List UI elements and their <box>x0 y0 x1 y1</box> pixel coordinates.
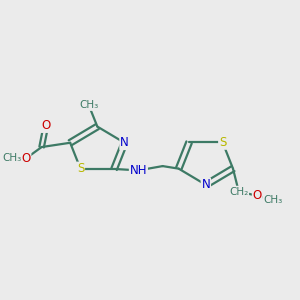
Text: O: O <box>253 189 262 202</box>
Text: S: S <box>219 136 226 149</box>
Text: S: S <box>77 162 84 176</box>
Text: CH₂: CH₂ <box>229 187 248 196</box>
Text: O: O <box>21 152 31 165</box>
Text: N: N <box>202 178 210 191</box>
Text: O: O <box>41 119 50 132</box>
Text: N: N <box>120 136 129 149</box>
Text: CH₃: CH₃ <box>79 100 98 110</box>
Text: CH₃: CH₃ <box>2 154 21 164</box>
Text: CH₃: CH₃ <box>263 195 283 205</box>
Text: NH: NH <box>130 164 147 177</box>
